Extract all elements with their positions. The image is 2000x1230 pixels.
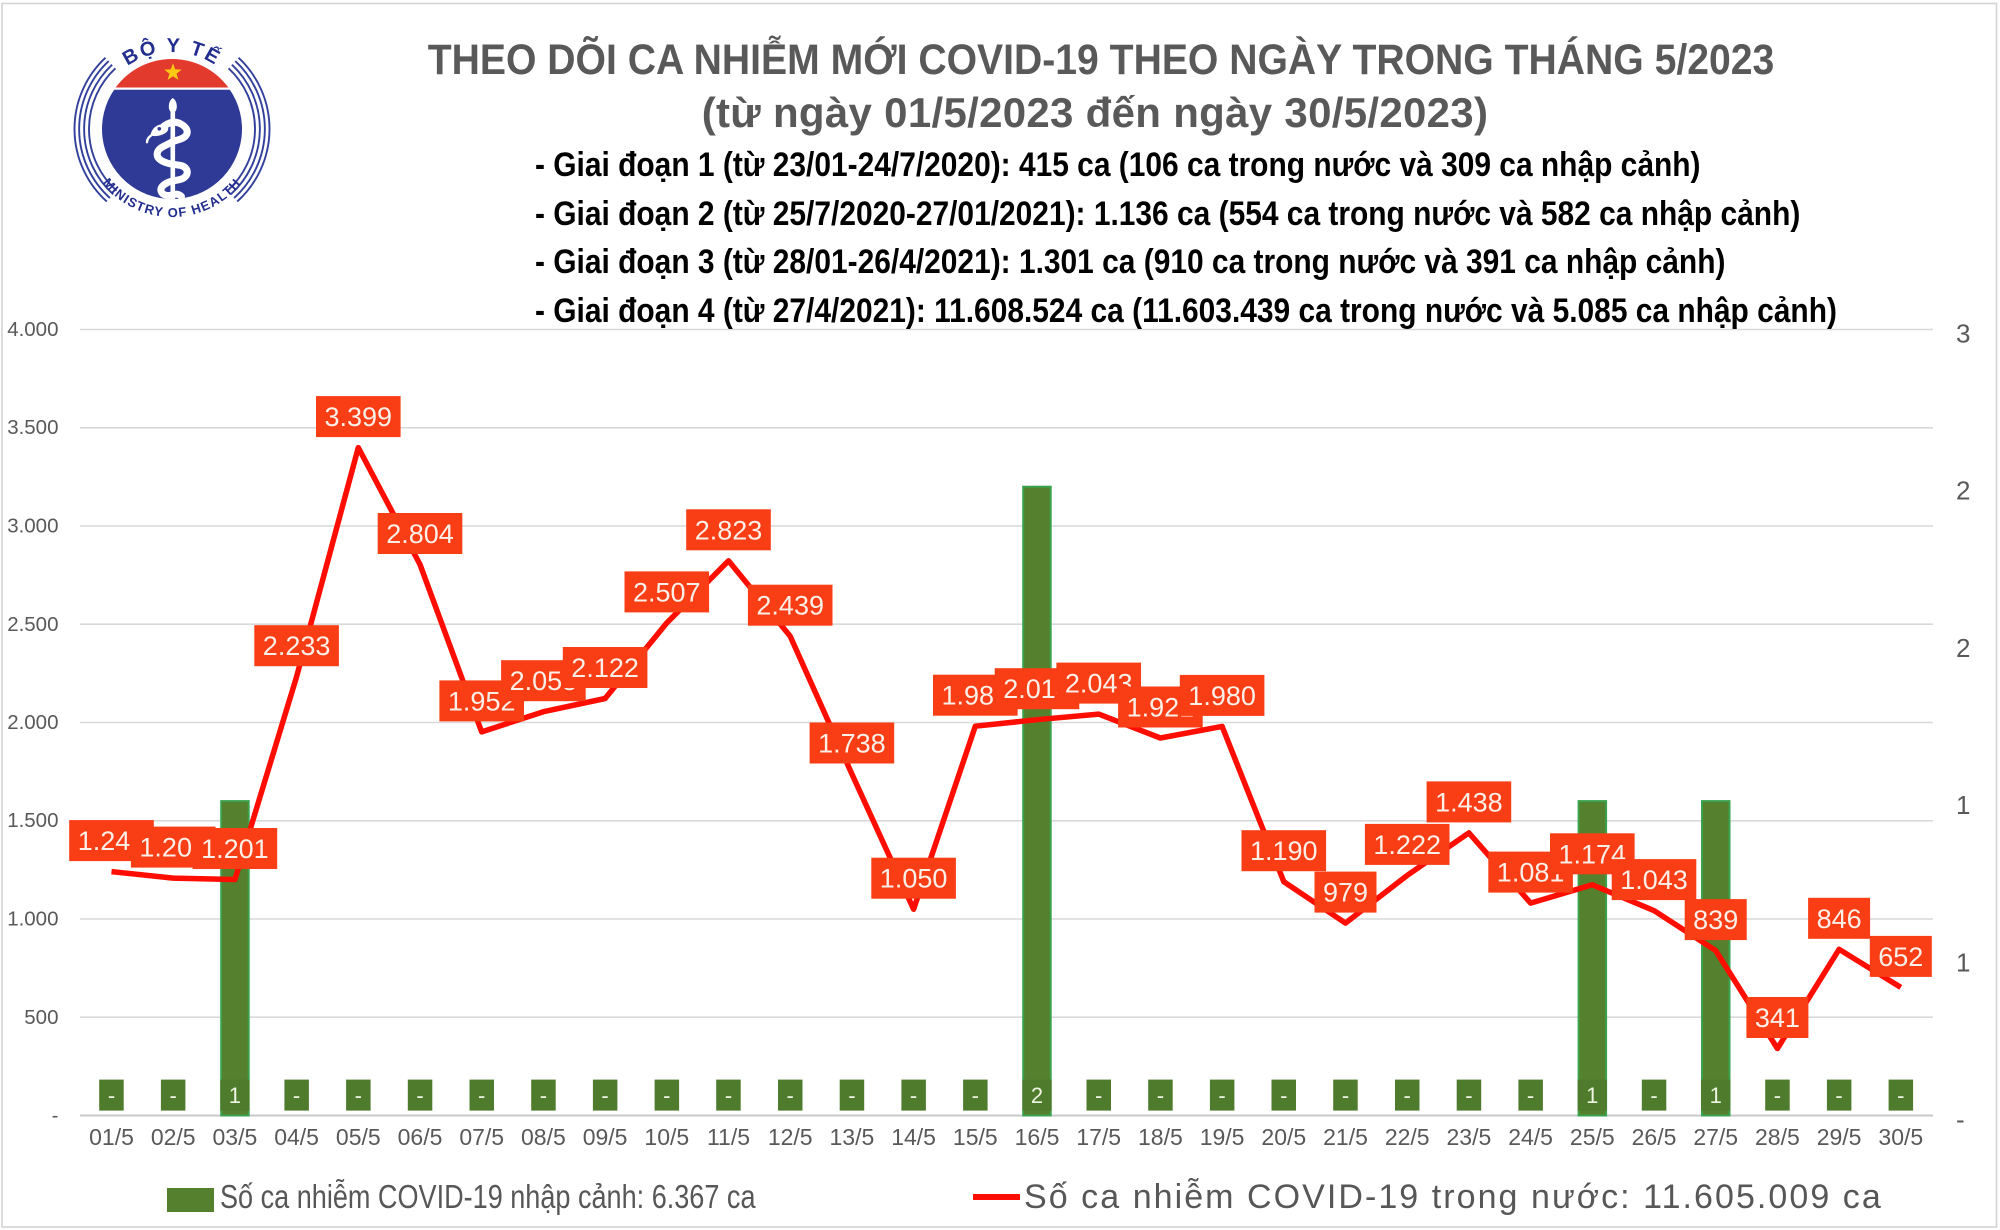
svg-text:839: 839 <box>1693 905 1738 935</box>
svg-text:2.804: 2.804 <box>386 519 454 549</box>
svg-text:-: - <box>601 1083 608 1108</box>
svg-text:12/5: 12/5 <box>768 1124 813 1150</box>
svg-text:-: - <box>1157 1083 1164 1108</box>
svg-text:20/5: 20/5 <box>1261 1124 1306 1150</box>
svg-text:23/5: 23/5 <box>1447 1124 1492 1150</box>
svg-text:1: 1 <box>1586 1083 1598 1108</box>
svg-text:1.000: 1.000 <box>7 908 58 931</box>
svg-text:3.399: 3.399 <box>325 402 393 432</box>
svg-text:27/5: 27/5 <box>1693 1124 1738 1150</box>
svg-text:1: 1 <box>1956 790 1970 820</box>
svg-text:05/5: 05/5 <box>336 1124 381 1150</box>
svg-text:979: 979 <box>1323 878 1368 908</box>
svg-text:2.439: 2.439 <box>756 591 824 621</box>
svg-text:2: 2 <box>1956 476 1970 506</box>
svg-text:-: - <box>416 1083 423 1108</box>
svg-text:-: - <box>52 1104 59 1127</box>
svg-text:500: 500 <box>24 1006 58 1029</box>
svg-text:1: 1 <box>1956 947 1970 977</box>
svg-text:846: 846 <box>1817 904 1862 934</box>
svg-text:1.738: 1.738 <box>818 729 886 759</box>
svg-text:25/5: 25/5 <box>1570 1124 1615 1150</box>
svg-text:-: - <box>355 1083 362 1108</box>
svg-text:26/5: 26/5 <box>1632 1124 1677 1150</box>
svg-text:1.500: 1.500 <box>7 809 58 832</box>
svg-text:1: 1 <box>229 1083 241 1108</box>
svg-text:341: 341 <box>1755 1003 1800 1033</box>
svg-text:3.500: 3.500 <box>7 416 58 439</box>
svg-text:2.500: 2.500 <box>7 613 58 636</box>
svg-text:24/5: 24/5 <box>1508 1124 1553 1150</box>
svg-text:-: - <box>1897 1083 1904 1108</box>
svg-text:-: - <box>848 1083 855 1108</box>
svg-text:-: - <box>1650 1083 1657 1108</box>
svg-text:22/5: 22/5 <box>1385 1124 1430 1150</box>
svg-text:07/5: 07/5 <box>459 1124 504 1150</box>
svg-text:2.000: 2.000 <box>7 711 58 734</box>
svg-text:08/5: 08/5 <box>521 1124 566 1150</box>
svg-text:2.233: 2.233 <box>263 631 331 661</box>
svg-text:-: - <box>1342 1083 1349 1108</box>
svg-text:-: - <box>787 1083 794 1108</box>
svg-text:29/5: 29/5 <box>1817 1124 1862 1150</box>
svg-text:-: - <box>1218 1083 1225 1108</box>
svg-text:19/5: 19/5 <box>1200 1124 1245 1150</box>
svg-text:1.438: 1.438 <box>1435 787 1503 817</box>
svg-text:15/5: 15/5 <box>953 1124 998 1150</box>
svg-text:02/5: 02/5 <box>151 1124 196 1150</box>
svg-text:-: - <box>725 1083 732 1108</box>
svg-text:-: - <box>1095 1083 1102 1108</box>
svg-text:06/5: 06/5 <box>398 1124 443 1150</box>
svg-text:2: 2 <box>1956 633 1970 663</box>
svg-text:11/5: 11/5 <box>707 1124 750 1150</box>
svg-text:17/5: 17/5 <box>1076 1124 1121 1150</box>
svg-text:2.507: 2.507 <box>633 577 701 607</box>
svg-text:-: - <box>1465 1083 1472 1108</box>
svg-text:-: - <box>108 1083 115 1108</box>
svg-text:652: 652 <box>1878 942 1923 972</box>
svg-text:-: - <box>910 1083 917 1108</box>
svg-text:1: 1 <box>1710 1083 1722 1108</box>
svg-text:-: - <box>663 1083 670 1108</box>
svg-text:-: - <box>540 1083 547 1108</box>
svg-text:13/5: 13/5 <box>830 1124 875 1150</box>
svg-text:-: - <box>1835 1083 1842 1108</box>
svg-text:03/5: 03/5 <box>213 1124 258 1150</box>
svg-text:30/5: 30/5 <box>1878 1124 1923 1150</box>
svg-text:-: - <box>1956 1105 1965 1135</box>
svg-text:1.201: 1.201 <box>201 834 269 864</box>
svg-text:01/5: 01/5 <box>89 1124 134 1150</box>
svg-text:-: - <box>1774 1083 1781 1108</box>
svg-text:3: 3 <box>1956 319 1970 349</box>
svg-text:10/5: 10/5 <box>644 1124 689 1150</box>
svg-text:2.122: 2.122 <box>571 653 639 683</box>
svg-text:4.000: 4.000 <box>7 318 58 341</box>
svg-text:-: - <box>170 1083 177 1108</box>
svg-text:-: - <box>1404 1083 1411 1108</box>
svg-text:14/5: 14/5 <box>891 1124 936 1150</box>
svg-text:-: - <box>293 1083 300 1108</box>
svg-text:18/5: 18/5 <box>1138 1124 1183 1150</box>
svg-text:09/5: 09/5 <box>583 1124 628 1150</box>
svg-text:1.222: 1.222 <box>1373 830 1441 860</box>
svg-text:1.980: 1.980 <box>1188 681 1256 711</box>
svg-text:04/5: 04/5 <box>274 1124 319 1150</box>
svg-text:-: - <box>1527 1083 1534 1108</box>
svg-text:-: - <box>478 1083 485 1108</box>
svg-text:-: - <box>1280 1083 1287 1108</box>
svg-text:16/5: 16/5 <box>1015 1124 1060 1150</box>
svg-text:21/5: 21/5 <box>1323 1124 1368 1150</box>
svg-text:1.043: 1.043 <box>1620 865 1688 895</box>
svg-text:3.000: 3.000 <box>7 515 58 538</box>
svg-text:-: - <box>972 1083 979 1108</box>
svg-text:2.823: 2.823 <box>695 515 763 545</box>
svg-text:2: 2 <box>1031 1083 1043 1108</box>
svg-text:1.190: 1.190 <box>1250 836 1318 866</box>
svg-text:1.050: 1.050 <box>880 864 948 894</box>
svg-text:28/5: 28/5 <box>1755 1124 1800 1150</box>
